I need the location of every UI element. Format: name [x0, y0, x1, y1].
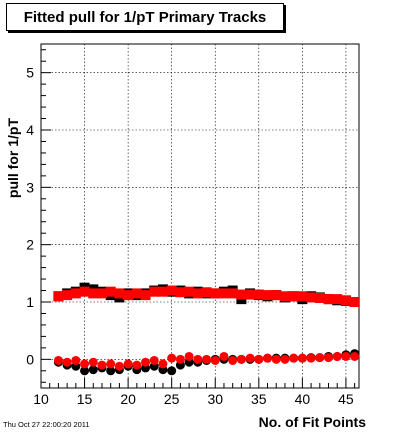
data-point-square [297, 291, 308, 302]
data-point-square [105, 286, 116, 297]
data-point-square [96, 288, 107, 299]
data-point-circle [228, 355, 238, 365]
data-point-square [253, 289, 264, 300]
y-tick-label: 0 [26, 351, 34, 367]
x-tick-label: 15 [77, 391, 93, 407]
data-point-square [184, 286, 195, 297]
data-point-circle [141, 357, 151, 367]
data-point-circle [80, 359, 90, 369]
data-point-square [131, 288, 142, 299]
data-point-square [340, 295, 351, 306]
data-point-square [166, 285, 177, 296]
data-point-circle [210, 355, 220, 365]
data-point-circle [263, 353, 273, 363]
plot-frame [40, 43, 360, 389]
data-point-circle [341, 351, 351, 361]
grid [40, 44, 359, 388]
y-tick-label: 1 [26, 294, 34, 310]
data-point-circle [80, 366, 90, 376]
x-tick-label: 25 [164, 391, 180, 407]
x-axis-label: No. of Fit Points [259, 414, 367, 430]
data-point-square [271, 290, 282, 301]
data-point-circle [97, 360, 107, 370]
x-tick-label: 20 [120, 391, 136, 407]
x-tick-label: 30 [207, 391, 223, 407]
data-point-circle [202, 354, 212, 364]
data-point-square [70, 288, 81, 299]
data-point-circle [114, 361, 124, 371]
data-point-circle [219, 351, 229, 361]
data-point-circle [106, 359, 116, 369]
data-point-square [323, 294, 334, 305]
data-point-circle [53, 355, 63, 365]
data-point-square [349, 297, 360, 307]
data-point-circle [71, 355, 81, 365]
data-point-circle [167, 366, 177, 376]
data-point-square [218, 288, 229, 299]
data-point-circle [254, 354, 264, 364]
timestamp: Thu Oct 27 22:00:20 2011 [3, 420, 90, 429]
data-point-square [236, 289, 247, 300]
data-point-circle [332, 351, 342, 361]
data-point-square [123, 290, 134, 301]
data-point-circle [324, 353, 334, 363]
y-tick-label: 4 [26, 122, 34, 138]
data-point-square [279, 291, 290, 302]
data-point-circle [315, 353, 325, 363]
data-point-circle [297, 353, 307, 363]
x-tick-label: 35 [251, 391, 267, 407]
y-tick-label: 3 [26, 179, 34, 195]
data-point-square [227, 288, 238, 299]
data-point-square [262, 290, 273, 301]
data-point-circle [167, 353, 177, 363]
data-point-circle [306, 353, 316, 363]
data-point-square [175, 287, 186, 298]
data-point-square [314, 292, 325, 303]
data-point-circle [106, 366, 116, 376]
data-point-circle [88, 365, 98, 375]
data-point-square [157, 286, 168, 297]
data-point-circle [193, 354, 203, 364]
data-point-circle [88, 357, 98, 367]
data-point-circle [236, 354, 246, 364]
y-axis-label: pull for 1/pT [5, 118, 21, 199]
data-point-square [79, 286, 90, 297]
data-point-circle [123, 359, 133, 369]
y-tick-label: 5 [26, 65, 34, 81]
data-point-circle [158, 359, 168, 369]
data-point-square [201, 287, 212, 298]
data-point-square [192, 288, 203, 299]
series-1 [53, 285, 360, 307]
x-tick-label: 45 [338, 391, 354, 407]
data-series [53, 282, 360, 376]
data-point-circle [149, 355, 159, 365]
data-point-circle [245, 353, 255, 363]
chart-title: Fitted pull for 1/pT Primary Tracks [6, 3, 284, 31]
x-tick-label: 40 [295, 391, 311, 407]
data-point-circle [350, 351, 360, 361]
data-point-square [114, 288, 125, 299]
data-point-square [288, 291, 299, 302]
y-tick-label: 2 [26, 237, 34, 253]
data-point-square [62, 290, 73, 301]
data-point-circle [62, 357, 72, 367]
data-point-circle [175, 354, 185, 364]
x-tick-label: 10 [33, 391, 49, 407]
data-point-square [306, 292, 317, 303]
data-point-square [332, 294, 343, 305]
data-point-square [149, 286, 160, 297]
data-point-square [88, 288, 99, 299]
data-point-circle [271, 354, 281, 364]
data-point-square [210, 288, 221, 299]
data-point-circle [184, 351, 194, 361]
data-point-square [245, 289, 256, 300]
data-point-square [140, 290, 151, 301]
series-3 [53, 351, 360, 371]
data-point-square [53, 291, 64, 302]
data-point-circle [132, 360, 142, 370]
data-point-circle [289, 353, 299, 363]
data-point-circle [280, 354, 290, 364]
